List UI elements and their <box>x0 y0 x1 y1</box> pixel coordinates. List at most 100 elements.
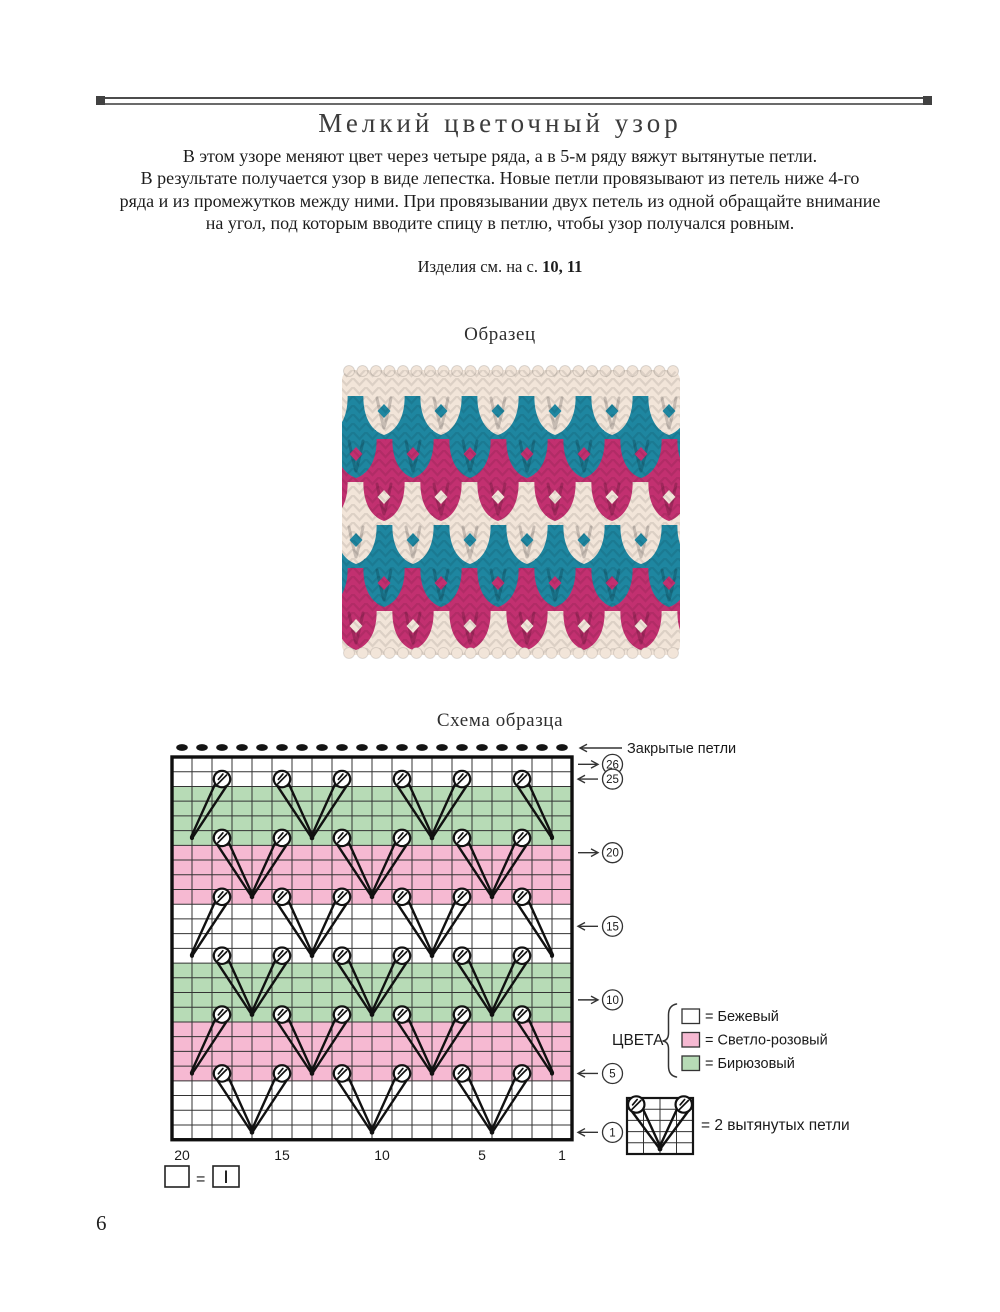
bound-off-stitch-icon <box>516 744 528 751</box>
edge-bump <box>451 647 463 659</box>
loop-legs <box>309 781 350 839</box>
bound-off-stitch-icon <box>496 744 508 751</box>
vee-vertex-dot <box>549 1071 555 1076</box>
loop-mark-icon <box>396 1067 408 1080</box>
loop-mark-icon <box>276 1008 288 1021</box>
symbol-legend-border <box>625 1096 695 1156</box>
loop-mark-icon <box>216 832 228 844</box>
edge-bump <box>491 647 504 659</box>
edge-bump <box>437 647 450 659</box>
pink-swatch-icon <box>681 1031 701 1048</box>
loop-legs <box>429 1017 470 1074</box>
edge-bump <box>370 647 382 659</box>
row-number-circle <box>601 842 624 864</box>
loop-legs <box>489 958 530 1015</box>
loop-legs <box>214 1076 255 1133</box>
loop-legs <box>454 958 495 1015</box>
row-markers: 26 25 20 15 10 5 1 <box>576 753 624 1144</box>
legend-brace <box>662 1003 678 1078</box>
edge-bump <box>518 647 531 659</box>
loop-mark-icon <box>516 1067 528 1080</box>
loop-mark-icon <box>396 832 408 844</box>
row-marker-25: 25 <box>576 768 624 790</box>
loop-legs <box>489 840 530 898</box>
stitch-set-row-5 <box>212 1064 532 1135</box>
color-legend-row-beige: = Бежевый <box>681 1008 779 1025</box>
loop-legs <box>249 1076 290 1133</box>
loop-mark-icon <box>396 890 408 903</box>
color-legend-label: = Светло-розовый <box>705 1033 828 1049</box>
see-also-line: Изделия см. на с. 10, 11 <box>0 257 1000 277</box>
loop-legs <box>249 958 290 1015</box>
row-number: 26 <box>606 759 619 771</box>
vee-vertex-dot <box>489 894 495 900</box>
bound-off-stitch-icon <box>216 744 228 751</box>
loop-legs <box>369 840 410 898</box>
row-arrow-icon-head <box>590 759 600 769</box>
loop-legs <box>214 958 255 1015</box>
loop-mark-icon <box>276 949 288 962</box>
vee-vertex-dot <box>429 835 435 841</box>
page-number: 6 <box>96 1211 107 1235</box>
loop-mark-icon <box>216 1067 228 1080</box>
edge-bump <box>383 647 396 659</box>
row-arrow-icon-head <box>576 774 586 784</box>
loop-legs <box>189 1017 230 1074</box>
bottom-edge <box>343 647 679 659</box>
loop-mark-icon <box>336 1067 348 1080</box>
row-number-circle <box>601 1121 624 1144</box>
loop-legs <box>628 1107 663 1150</box>
loop-legs <box>657 1107 692 1150</box>
loop-mark-icon <box>336 773 348 785</box>
stitch-set-row-13 <box>212 946 532 1017</box>
bound-off-stitch-icon <box>376 744 388 751</box>
bound-off-stitch-icon <box>436 744 448 751</box>
vee-vertex-dot <box>369 894 375 900</box>
loop-mark-icon <box>396 949 408 962</box>
bound-off-stitch-icon <box>196 744 208 751</box>
loop-legs <box>274 899 315 956</box>
colors-label: ЦВЕТА <box>612 1032 664 1049</box>
knit-stitch-cell-icon <box>212 1165 240 1188</box>
row-number-circle <box>601 1062 624 1085</box>
bound-off-stitch-icon <box>236 744 248 751</box>
bound-off-stitch-icon <box>316 744 328 751</box>
vee-vertex-dot <box>369 1012 375 1017</box>
intro-text: В этом узоре меняют цвет через четыре ря… <box>119 146 881 234</box>
row-arrow-icon-head <box>576 921 586 931</box>
row-number-circle <box>601 768 624 790</box>
loop-legs <box>369 1076 410 1133</box>
vee-vertex-dot <box>249 1130 255 1135</box>
loop-legs <box>274 1017 315 1074</box>
loop-mark-icon <box>216 773 228 785</box>
symbol-legend-grid <box>625 1095 695 1156</box>
vee-vertex-dot <box>549 953 555 958</box>
edge-bump <box>464 647 477 659</box>
row-marker-1: 1 <box>576 1121 624 1144</box>
chart-border <box>170 755 574 1142</box>
vee-vertex-dot <box>429 953 435 959</box>
edge-bump <box>397 647 409 659</box>
row-marker-15: 15 <box>576 915 624 937</box>
loop-mark-icon <box>516 832 528 844</box>
loop-mark-icon <box>456 890 468 903</box>
loop-mark-icon <box>516 1008 528 1021</box>
loop-legs <box>309 1017 350 1074</box>
loop-legs <box>274 781 315 839</box>
vee-vertex-dot <box>489 1130 495 1135</box>
bound-off-stitch-icon <box>356 744 368 751</box>
vee-vertex-dot <box>309 835 315 841</box>
edge-bump <box>626 647 639 659</box>
loop-mark-icon <box>516 773 528 785</box>
vee-vertex-dot <box>369 1130 375 1135</box>
row-arrow-icon-head <box>576 1127 586 1137</box>
row-number-circle <box>601 989 624 1011</box>
edge-bump <box>613 647 625 659</box>
knit-texture <box>342 370 680 655</box>
column-tick: 15 <box>274 1147 290 1163</box>
loop-legs <box>429 781 470 839</box>
empty-cell-icon <box>164 1165 190 1188</box>
loop-legs <box>214 840 255 898</box>
edge-bump <box>478 647 490 659</box>
loop-legs <box>189 899 230 956</box>
